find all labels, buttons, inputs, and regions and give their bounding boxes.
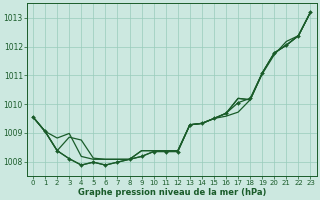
X-axis label: Graphe pression niveau de la mer (hPa): Graphe pression niveau de la mer (hPa) — [77, 188, 266, 197]
